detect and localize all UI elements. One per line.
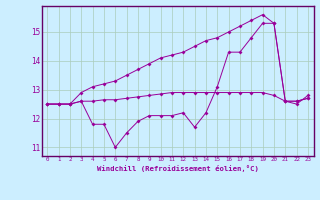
X-axis label: Windchill (Refroidissement éolien,°C): Windchill (Refroidissement éolien,°C): [97, 165, 259, 172]
